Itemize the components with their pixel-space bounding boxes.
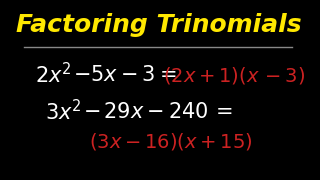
Text: $-5x-3 =$: $-5x-3 =$: [73, 65, 176, 85]
Text: Factoring Trinomials: Factoring Trinomials: [16, 13, 301, 37]
Text: $3x^2$: $3x^2$: [45, 99, 82, 125]
Text: $(2x+1)(x\,-3)$: $(2x+1)(x\,-3)$: [163, 64, 305, 86]
Text: $-\,29x-240\,=$: $-\,29x-240\,=$: [84, 102, 233, 122]
Text: $(3x-16)(x+15)$: $(3x-16)(x+15)$: [89, 132, 252, 152]
Text: $2x^2$: $2x^2$: [35, 62, 71, 88]
